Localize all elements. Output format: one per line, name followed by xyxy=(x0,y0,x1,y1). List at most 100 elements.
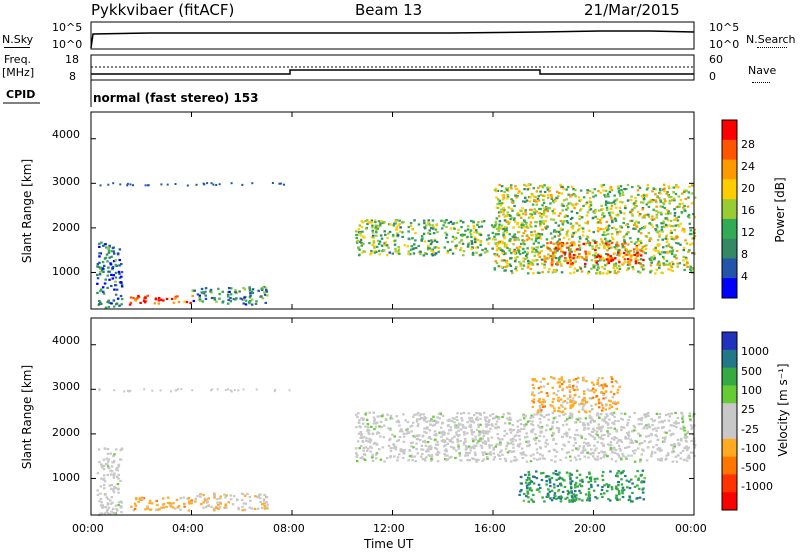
power-cell xyxy=(371,229,374,232)
velocity-cell xyxy=(158,508,161,511)
power-cell xyxy=(597,209,601,212)
power-cell xyxy=(637,230,641,233)
power-cell xyxy=(591,191,594,194)
velocity-cell xyxy=(571,449,574,452)
velocity-cell xyxy=(194,497,197,500)
power-cell xyxy=(643,216,646,219)
velocity-cell xyxy=(598,428,601,431)
velocity-cell xyxy=(516,420,519,423)
power-cell xyxy=(594,256,597,260)
power-cell xyxy=(688,232,692,236)
velocity-colorbar-segment xyxy=(722,403,737,422)
power-cell xyxy=(144,296,147,300)
power-cell xyxy=(558,260,561,263)
velocity-cell xyxy=(578,458,582,461)
velocity-cell xyxy=(673,443,677,446)
power-cell xyxy=(599,191,602,194)
power-cell xyxy=(218,183,221,186)
velocity-cell xyxy=(484,440,487,443)
power-cell xyxy=(606,243,609,246)
velocity-cell xyxy=(674,420,678,423)
velocity-cell xyxy=(266,503,269,506)
power-cell xyxy=(430,239,433,242)
power-cell xyxy=(522,224,525,227)
velocity-cell xyxy=(543,405,546,408)
power-cell xyxy=(651,190,654,193)
velocity-cell xyxy=(554,460,557,463)
power-cell xyxy=(98,255,101,258)
velocity-cell xyxy=(453,425,457,428)
velocity-cell xyxy=(503,434,506,437)
power-cell xyxy=(585,201,589,204)
power-cell xyxy=(615,214,618,217)
velocity-cell xyxy=(596,414,599,417)
power-cell xyxy=(571,225,575,228)
velocity-cell xyxy=(103,480,107,483)
power-cell xyxy=(556,240,560,243)
velocity-cell xyxy=(356,454,359,457)
power-cell xyxy=(510,187,513,190)
velocity-cell xyxy=(480,446,484,449)
power-cell xyxy=(437,250,440,253)
velocity-cell xyxy=(681,415,685,418)
power-cell xyxy=(634,260,638,263)
power-cell xyxy=(537,195,540,198)
velocity-cell xyxy=(558,378,561,381)
velocity-cell xyxy=(392,447,395,450)
power-cell xyxy=(633,206,636,210)
power-cell xyxy=(397,250,400,253)
velocity-cell xyxy=(592,452,595,455)
power-cell xyxy=(497,229,500,232)
velocity-cell xyxy=(629,438,632,441)
power-cell xyxy=(114,276,118,279)
power-cell xyxy=(537,186,540,189)
velocity-cell xyxy=(533,394,536,397)
power-cell xyxy=(664,200,667,203)
power-cell xyxy=(636,251,639,254)
power-cell xyxy=(664,237,667,240)
velocity-cell xyxy=(362,447,366,450)
velocity-cell xyxy=(423,417,426,420)
freq-label: Freq. xyxy=(4,53,32,66)
velocity-cell xyxy=(426,426,429,429)
velocity-cell xyxy=(150,502,154,505)
velocity-cell xyxy=(355,426,358,429)
power-cell xyxy=(619,211,623,214)
velocity-cell xyxy=(401,430,404,433)
power-cell xyxy=(226,293,230,296)
velocity-cell xyxy=(416,425,420,428)
velocity-cell xyxy=(474,458,478,461)
power-cell xyxy=(451,235,455,238)
velocity-cell xyxy=(639,417,642,420)
velocity-cell xyxy=(677,444,681,447)
power-cell xyxy=(645,193,649,197)
power-cell xyxy=(532,187,535,190)
power-cell xyxy=(550,262,553,265)
power-cell xyxy=(503,242,506,245)
velocity-cell xyxy=(567,491,571,494)
power-cell xyxy=(634,196,637,200)
noise-search-dots xyxy=(757,47,787,48)
power-cell xyxy=(657,251,661,254)
power-cell xyxy=(249,294,252,297)
power-cell xyxy=(683,204,686,208)
velocity-cell xyxy=(581,478,584,481)
power-cell xyxy=(434,228,438,231)
power-cell xyxy=(100,269,104,272)
power-cell xyxy=(652,248,655,251)
power-cell xyxy=(474,240,477,243)
velocity-cell xyxy=(582,447,585,450)
power-cell xyxy=(543,260,547,263)
velocity-cell xyxy=(542,435,546,438)
velocity-cell xyxy=(570,494,574,497)
noise-sky-trace xyxy=(90,30,695,49)
power-cell xyxy=(527,216,531,219)
power-cell xyxy=(597,267,601,270)
velocity-cell xyxy=(569,478,572,481)
power-cell xyxy=(661,238,664,241)
velocity-cell xyxy=(578,473,582,476)
velocity-cell xyxy=(627,418,630,421)
power-cell xyxy=(572,257,575,260)
power-cell xyxy=(414,231,417,235)
power-cell xyxy=(560,243,564,246)
